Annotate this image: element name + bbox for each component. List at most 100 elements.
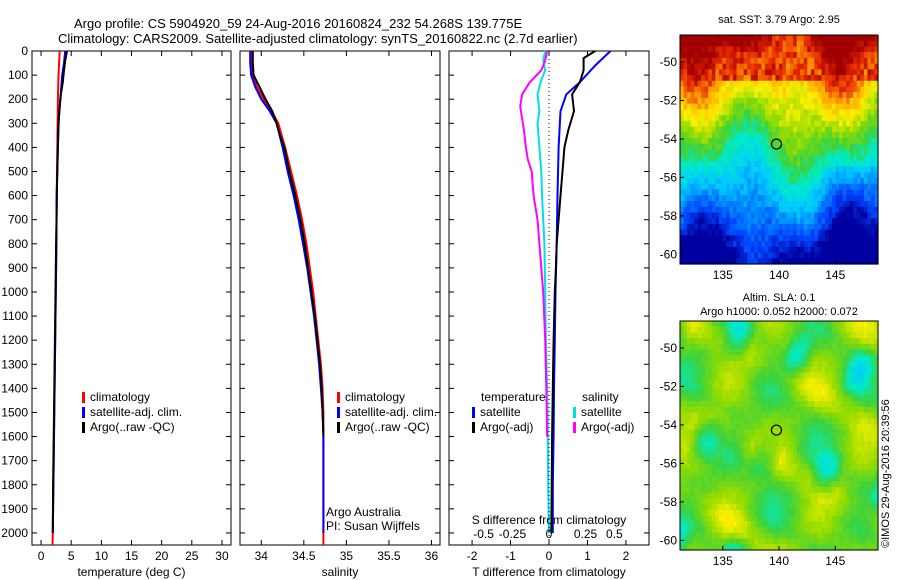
sst-map-cell [750, 132, 755, 139]
difference-panel: -2 -1 0 1 2T difference from climatology-0.5… [448, 50, 650, 579]
sla-map-cell [729, 504, 734, 511]
sst-map-cell [782, 126, 787, 133]
sla-map-cell [779, 544, 784, 551]
sst-map-cell [874, 258, 879, 265]
sla-map-cell [694, 338, 699, 345]
sla-map-cell [793, 429, 798, 437]
sla-map-cell [733, 504, 738, 511]
sla-map-cell [849, 446, 854, 454]
sst-map-cell [793, 103, 798, 111]
sla-map-cell [867, 412, 872, 419]
sst-map-cell [842, 149, 847, 156]
sst-map-cell [768, 178, 773, 185]
sst-map-cell [694, 132, 699, 139]
sst-map-cell [856, 160, 861, 168]
sst-map-cell [754, 132, 759, 139]
sst-map-cell [683, 52, 688, 59]
sst-map-cell [687, 195, 692, 202]
sst-map-cell [694, 40, 699, 48]
sst-map-cell [828, 75, 833, 82]
sla-map-cell [736, 355, 741, 362]
sla-map-cell [863, 424, 868, 431]
sst-map-cell [687, 103, 692, 111]
sst-map-cell [750, 223, 755, 231]
sst-map-cell [715, 229, 720, 236]
sst-map-cell [701, 120, 706, 128]
sla-map-cell [867, 532, 872, 540]
sst-map-cell [846, 218, 851, 225]
sst-map-cell [761, 52, 766, 59]
sla-map-cell [715, 389, 720, 397]
sla-map-cell [814, 343, 819, 351]
sla-map-cell [842, 355, 847, 362]
sst-map-cell [807, 160, 812, 168]
sst-map-cell [853, 178, 858, 185]
sla-map-cell [697, 469, 702, 477]
sla-map-cell [839, 504, 844, 511]
sla-map-cell [761, 458, 766, 465]
sst-map-cell [842, 160, 847, 168]
sla-map-cell [867, 446, 872, 454]
sla-map-cell [842, 446, 847, 454]
sla-map-cell [743, 492, 748, 500]
sst-map-cell [782, 172, 787, 179]
sla-map-cell [803, 527, 808, 534]
sla-map-cell [839, 481, 844, 488]
sst-map-cell [687, 120, 692, 128]
sst-map-cell [832, 97, 837, 105]
sst-map-cell [863, 235, 868, 242]
sla-map-cell [761, 321, 766, 328]
sla-map-cell [715, 515, 720, 522]
sla-map-cell [867, 366, 872, 374]
sst-map-cell [750, 160, 755, 168]
sla-map-cell [715, 401, 720, 408]
sla-map-cell [793, 401, 798, 408]
sst-map-cell [874, 206, 879, 214]
sla-map-cell [680, 321, 685, 328]
sst-map-cell [725, 132, 731, 139]
sla-map-cell [817, 441, 823, 448]
sst-map-cell [853, 63, 858, 70]
sst-map-cell [786, 229, 791, 236]
sst-map-cell [779, 69, 784, 76]
sla-map-cell [867, 481, 872, 488]
sla-map-cell [722, 343, 727, 351]
sst-map-cell [725, 172, 731, 179]
sst-map-cell [810, 178, 815, 185]
sst-map-cell [683, 63, 688, 70]
sst-map-cell [807, 195, 812, 202]
sla-map-cell [786, 401, 791, 408]
sst-map-cell [683, 40, 688, 48]
sst-map-cell [694, 183, 699, 191]
sst-map-cell [863, 92, 868, 99]
sla-map-cell [683, 349, 688, 356]
sla-map-cell [740, 343, 745, 351]
sst-map-cell [782, 160, 787, 168]
sla-map-cell [842, 481, 847, 488]
sla-map-cell [803, 372, 808, 379]
sla-map-cell [683, 343, 688, 351]
sla-map-cell [768, 515, 773, 522]
sst-map-cell [697, 115, 702, 122]
sst-map-cell [733, 115, 738, 122]
temperature-xlabel: temperature (deg C) [77, 565, 185, 579]
sst-map-cell [708, 212, 713, 219]
sla-map-cell [729, 372, 734, 379]
sla-map-cell [715, 527, 720, 534]
sla-map-cell [690, 429, 695, 437]
sla-map-cell [715, 498, 720, 505]
sst-map-cell [747, 235, 752, 242]
sst-map-cell [736, 166, 741, 173]
sst-map-cell [690, 92, 695, 99]
sst-map-cell [807, 103, 812, 111]
sst-map-cell [764, 86, 769, 93]
sst-map-cell [683, 155, 688, 162]
sla-map-cell [690, 435, 695, 442]
sst-map-cell [874, 97, 879, 105]
sla-map-cell [740, 355, 745, 362]
sla-map-cell [736, 338, 741, 345]
sst-map-cell [846, 160, 851, 168]
sst-map-cell [839, 149, 844, 156]
sla-map-cell [715, 521, 720, 528]
sla-map-cell [680, 412, 685, 419]
